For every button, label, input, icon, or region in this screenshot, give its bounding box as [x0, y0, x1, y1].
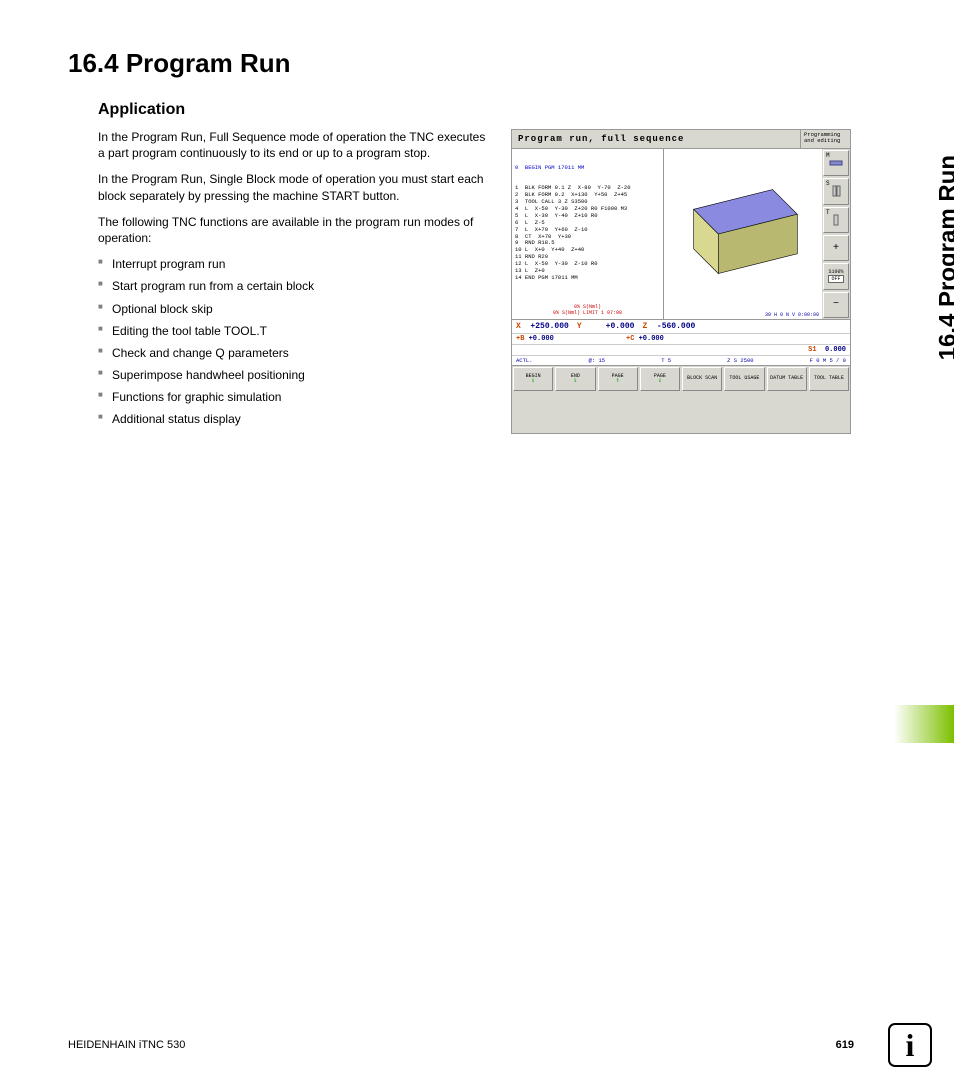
softkey-begin[interactable]: BEGIN⇓ [513, 367, 553, 391]
coordinate-row-2: +B +0.000 +C +0.000 [512, 333, 850, 344]
screenshot-body: 0 BEGIN PGM 17011 MM 1 BLK FORM 0.1 Z X-… [512, 149, 850, 319]
side-button[interactable]: − [823, 292, 849, 318]
paragraph: In the Program Run, Single Block mode of… [98, 171, 493, 203]
list-item: Functions for graphic simulation [98, 389, 493, 405]
spindle-label: S1 [808, 346, 816, 354]
subsection-heading: Application [98, 101, 894, 119]
axis-value: +0.000 [529, 335, 554, 343]
graphic-preview: 30 H 0 N V 0:00:00 [664, 149, 822, 319]
list-item: Additional status display [98, 411, 493, 427]
thumb-tab [894, 705, 954, 743]
axis-label: X [516, 322, 521, 331]
axis-value: -560.000 [657, 322, 695, 331]
program-listing: 0 BEGIN PGM 17011 MM 1 BLK FORM 0.1 Z X-… [512, 149, 664, 319]
axis-value: +0.000 [639, 335, 664, 343]
program-line: 0 BEGIN PGM 17011 MM [515, 165, 660, 172]
tnc-screenshot: Program run, full sequence Programming a… [511, 129, 851, 434]
page-footer: HEIDENHAIN iTNC 530 619 [68, 1039, 854, 1051]
footer-product: HEIDENHAIN iTNC 530 [68, 1039, 185, 1051]
screenshot-title: Program run, full sequence [512, 130, 800, 148]
softkey-row: BEGIN⇓ END⇓ PAGE⇑ PAGE⇓ BLOCK SCAN TOOL … [512, 365, 850, 392]
screenshot-titlebar: Program run, full sequence Programming a… [512, 130, 850, 149]
status-line: 0% S(Nml) LIMIT 1 07:08 [515, 310, 660, 316]
softkey-toolusage[interactable]: TOOL USAGE [724, 367, 764, 391]
feature-list: Interrupt program run Start program run … [98, 256, 493, 428]
list-item: Optional block skip [98, 301, 493, 317]
axis-label: Z [642, 322, 647, 331]
softkey-tooltable[interactable]: TOOL TABLE [809, 367, 849, 391]
content-row: In the Program Run, Full Sequence mode o… [68, 129, 894, 434]
list-item: Interrupt program run [98, 256, 493, 272]
axis-value: +250.000 [530, 322, 568, 331]
coordinate-row: X +250.000 Y +0.000 Z -560.000 [512, 319, 850, 333]
list-item: Check and change Q parameters [98, 345, 493, 361]
side-button[interactable]: T [823, 207, 849, 233]
softkey-page-down[interactable]: PAGE⇓ [640, 367, 680, 391]
side-button[interactable]: M [823, 150, 849, 176]
page: 16.4 Program Run 16.4 Program Run Applic… [0, 0, 954, 1091]
list-item: Editing the tool table TOOL.T [98, 323, 493, 339]
body-text-column: In the Program Run, Full Sequence mode o… [98, 129, 493, 434]
page-number: 619 [836, 1039, 854, 1051]
paragraph: In the Program Run, Full Sequence mode o… [98, 129, 493, 161]
spindle-value: 0.000 [825, 346, 846, 354]
side-button[interactable]: S100%OFF [823, 263, 849, 289]
status-area: 0% S(Nml) 0% S(Nml) LIMIT 1 07:08 [515, 304, 660, 317]
list-item: Start program run from a certain block [98, 278, 493, 294]
softkey-end[interactable]: END⇓ [555, 367, 595, 391]
side-section-title: 16.4 Program Run [934, 155, 954, 360]
info-item: T 5 [661, 357, 671, 364]
axis-label: +B [516, 335, 524, 343]
spindle-row: S1 0.000 [512, 344, 850, 355]
paragraph: The following TNC functions are availabl… [98, 214, 493, 246]
softkey-datum[interactable]: DATUM TABLE [767, 367, 807, 391]
block-3d-icon [664, 149, 822, 319]
info-item: Z S 2500 [727, 357, 753, 364]
screenshot-sidebar: M S T + S100%OFF − [822, 149, 850, 319]
info-icon: i [888, 1023, 932, 1067]
time-label: 30 H 0 N V 0:00:00 [765, 312, 819, 318]
info-item: ACTL. [516, 357, 533, 364]
softkey-blockscan[interactable]: BLOCK SCAN [682, 367, 722, 391]
axis-value: +0.000 [606, 322, 635, 331]
axis-label: Y [577, 322, 582, 331]
info-item: F 0 M 5 / 9 [810, 357, 846, 364]
info-bar: ACTL. @: 15 T 5 Z S 2500 F 0 M 5 / 9 [512, 355, 850, 365]
softkey-page-up[interactable]: PAGE⇑ [598, 367, 638, 391]
info-item: @: 15 [589, 357, 606, 364]
side-button[interactable]: + [823, 235, 849, 261]
list-item: Superimpose handwheel positioning [98, 367, 493, 383]
program-lines: 1 BLK FORM 0.1 Z X-80 Y-70 Z-20 2 BLK FO… [515, 185, 660, 281]
side-button[interactable]: S [823, 178, 849, 204]
section-heading: 16.4 Program Run [68, 48, 894, 79]
screenshot-mode: Programming and editing [800, 130, 850, 148]
axis-label: +C [626, 335, 634, 343]
